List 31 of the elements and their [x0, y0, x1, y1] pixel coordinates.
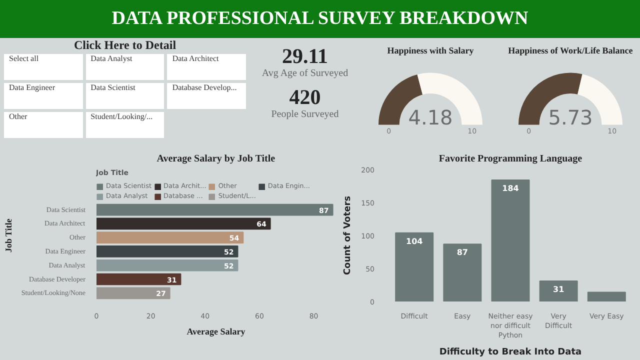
legend-title: Job Title [3, 218, 14, 253]
x-axis-title: Average Salary [186, 326, 246, 336]
data-label: 31 [553, 285, 565, 294]
bar [587, 292, 626, 302]
data-label: 184 [502, 184, 520, 194]
bar [539, 280, 578, 302]
data-label: 5.73 [548, 106, 593, 130]
text: Database Develop... [167, 83, 246, 109]
text: Data Architect [167, 54, 246, 80]
chart-title: Favorite Programming Language [438, 154, 583, 164]
text: People Surveyed [270, 109, 340, 120]
text: Avg Age of Surveyed [260, 68, 350, 79]
text: Select all [4, 54, 83, 80]
bar [491, 180, 530, 302]
data-label: 104 [406, 236, 424, 246]
data-label: 4.18 [408, 106, 453, 130]
bar [395, 232, 434, 302]
text: 29.11 [280, 44, 330, 68]
y-axis-title: Count of Voters [343, 196, 354, 276]
text: Data Analyst [86, 54, 164, 80]
text: DATA PROFESSIONAL SURVEY BREAKDOWN [0, 0, 640, 38]
text: 420 [288, 85, 322, 109]
bar [443, 244, 482, 302]
chart-title: Happiness with Salary [387, 46, 474, 56]
text: Student/Looking/... [86, 112, 164, 138]
text: Click Here to Detail [72, 38, 178, 54]
text: Data Scientist [86, 83, 164, 109]
data-label: 87 [456, 248, 468, 258]
chart-title: Happiness of Work/Life Balance [508, 46, 633, 56]
x-axis-title: Difficulty to Break Into Data [439, 348, 582, 358]
chart-title: Average Salary by Job Title [156, 154, 276, 164]
